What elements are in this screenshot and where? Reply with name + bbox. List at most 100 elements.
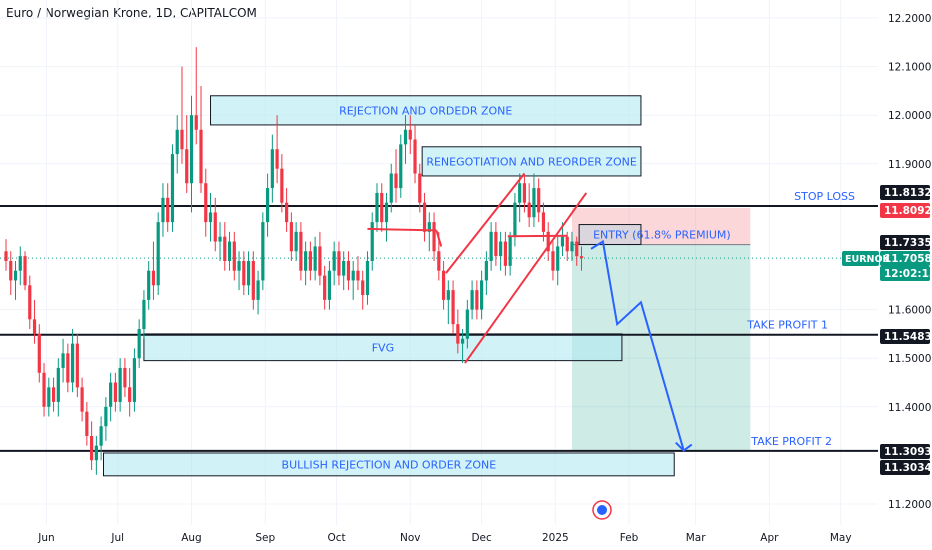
candle-body xyxy=(475,290,479,310)
candle-body xyxy=(280,168,284,203)
candle-body xyxy=(51,387,56,402)
projection-path xyxy=(590,239,693,452)
zone-label-5: BULLISH REJECTION AND ORDER ZONE xyxy=(282,458,497,471)
price-tick-label: 11.40000 xyxy=(888,402,932,414)
price-tag-label-6: 11.54836 xyxy=(884,331,932,343)
candle-body xyxy=(337,251,341,276)
zone-box-5 xyxy=(103,452,675,477)
candle-body xyxy=(413,139,417,174)
time-tick-label: Jun xyxy=(37,532,54,544)
price-tag-2 xyxy=(880,203,930,218)
candle-body xyxy=(194,115,198,130)
candle-body xyxy=(208,212,213,223)
candle-body xyxy=(484,261,488,281)
arrow-head-icon xyxy=(675,441,693,452)
candle-body xyxy=(151,270,156,286)
candle-body xyxy=(370,222,374,261)
candle-body xyxy=(522,183,527,203)
candle-body xyxy=(175,129,179,155)
candle-body xyxy=(418,173,422,203)
symbol-tag[interactable] xyxy=(842,251,879,266)
candle-body xyxy=(403,129,408,145)
time-axis[interactable]: Jun Jul Aug Sep Oct Nov Dec 2025 Feb Mar Apr May xyxy=(37,532,851,544)
candle-body xyxy=(227,241,232,261)
projection-line xyxy=(590,239,685,451)
candle-body xyxy=(318,246,322,276)
event-marker[interactable] xyxy=(592,500,612,520)
candle-body xyxy=(527,202,531,218)
candle-body xyxy=(246,261,251,286)
price-tag-5 xyxy=(880,266,930,281)
candle-body xyxy=(32,319,37,334)
zone-box-2 xyxy=(421,146,642,177)
trendline-4 xyxy=(464,192,588,364)
candle-body xyxy=(90,435,94,461)
candle-body xyxy=(66,353,70,383)
candle-body xyxy=(342,261,346,276)
candle-body xyxy=(365,261,370,296)
candle-body xyxy=(4,251,8,261)
time-tick-label: Mar xyxy=(686,532,706,544)
candle-body xyxy=(408,129,412,140)
candle-body xyxy=(275,149,279,169)
candle-body xyxy=(508,236,512,266)
flag-icon xyxy=(597,505,607,515)
candle-body xyxy=(128,387,132,402)
price-tag-6 xyxy=(880,329,930,344)
trendline-2 xyxy=(435,230,443,247)
candle-body xyxy=(380,192,384,223)
candle-body xyxy=(565,236,569,252)
candle-body xyxy=(199,129,203,184)
candle-body xyxy=(432,222,436,252)
candle-body xyxy=(237,261,241,271)
price-tag-label-1: 11.81323 xyxy=(884,187,932,199)
candle-body xyxy=(218,236,222,242)
candle-body xyxy=(156,222,160,286)
candle-body xyxy=(147,270,151,300)
candle-body xyxy=(113,382,117,402)
time-tick-label: 2025 xyxy=(542,532,569,544)
candle-body xyxy=(70,343,75,383)
position-box xyxy=(571,207,751,451)
trendline-1 xyxy=(367,227,437,232)
time-tick-label: Jul xyxy=(110,532,124,544)
candle-body xyxy=(579,256,584,259)
candle-body xyxy=(99,426,103,446)
trendline-3 xyxy=(445,172,526,274)
time-tick-label: Oct xyxy=(327,532,345,544)
candle-body xyxy=(494,231,498,257)
candle-body xyxy=(361,280,365,296)
candle-body xyxy=(399,144,403,189)
candle-body xyxy=(575,241,579,257)
candle-body xyxy=(47,387,51,407)
price-tag-8 xyxy=(880,460,930,475)
candle-body xyxy=(560,236,565,247)
trendlines xyxy=(367,172,588,364)
candle-body xyxy=(556,246,560,271)
zone-label-4: FVG xyxy=(372,341,394,354)
candle-body xyxy=(499,241,503,257)
candle-body xyxy=(518,183,522,203)
time-tick-label: Nov xyxy=(400,532,421,544)
candle-body xyxy=(470,290,474,310)
candle-body xyxy=(313,246,317,271)
candle-body xyxy=(327,270,332,300)
candle-body xyxy=(346,261,351,281)
price-tick-label: 11.50000 xyxy=(888,353,932,365)
candle-body xyxy=(541,212,546,232)
candle-body xyxy=(185,149,189,184)
candle-body xyxy=(161,197,165,223)
annotation-zones: REJECTION AND ORDEDR ZONE RENEGOTIATION A… xyxy=(103,95,731,477)
chart-title: Euro / Norwegian Krone, 1D, CAPITALCOM xyxy=(6,6,257,20)
symbol-tag-label: EURNOK xyxy=(845,254,891,265)
price-axis[interactable]: 12.20000 12.10000 12.00000 11.90000 11.60000… xyxy=(842,0,932,550)
candle-body xyxy=(242,261,246,286)
price-tag-label-2: 11.80925 xyxy=(884,205,932,217)
candle-body xyxy=(394,173,398,189)
candle-body xyxy=(104,406,108,427)
price-tick-label: 12.10000 xyxy=(888,62,932,74)
candle-body xyxy=(289,222,293,252)
time-tick-label: Aug xyxy=(181,532,202,544)
candle-body xyxy=(375,192,379,223)
